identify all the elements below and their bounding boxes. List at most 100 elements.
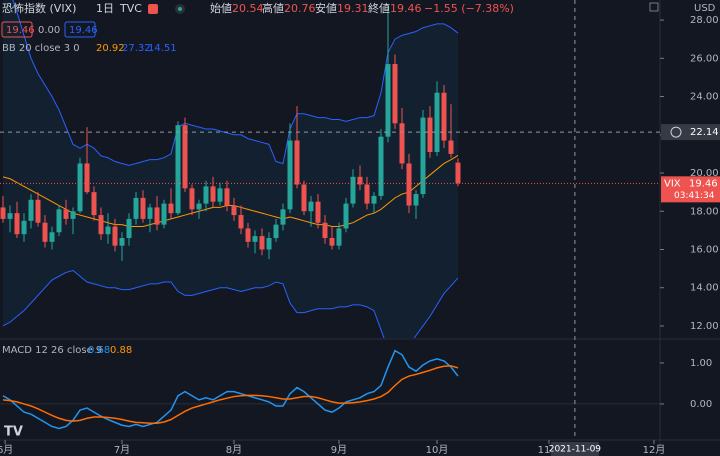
y-tick-label: 26.00 bbox=[690, 53, 719, 64]
buy-price[interactable]: 19.46 bbox=[69, 25, 98, 36]
macd-y-tick-label: 0.00 bbox=[690, 399, 712, 410]
bb-basis-value: 20.92 bbox=[96, 43, 125, 54]
close-value: 19.46 bbox=[390, 2, 422, 15]
candle-body bbox=[350, 176, 356, 204]
low-value: 19.31 bbox=[337, 2, 369, 15]
candle-body bbox=[392, 64, 398, 124]
x-tick-label: 9月 bbox=[331, 444, 347, 456]
interval[interactable]: 1日 bbox=[96, 2, 114, 15]
band-fill bbox=[3, 0, 458, 338]
candle-body bbox=[448, 140, 454, 154]
candle-body bbox=[336, 228, 342, 246]
candle-body bbox=[434, 92, 440, 152]
candle-body bbox=[357, 176, 363, 185]
buy-box[interactable] bbox=[64, 21, 96, 38]
macd-y-tick-label: 1.00 bbox=[690, 358, 712, 369]
y-tick-label: 14.00 bbox=[690, 283, 719, 294]
candle-body bbox=[420, 117, 426, 195]
macd-label: MACD 12 26 close 9 bbox=[2, 345, 102, 356]
candle-body bbox=[259, 236, 265, 250]
sell-box[interactable] bbox=[1, 21, 33, 38]
crosshair-x-box bbox=[550, 442, 599, 456]
currency[interactable]: USD bbox=[694, 3, 716, 14]
candle-body bbox=[413, 194, 419, 206]
bb-lower-value: 14.51 bbox=[148, 43, 177, 54]
crosshair-x-label: 2021-11-09 bbox=[549, 445, 602, 455]
candle-body bbox=[238, 215, 244, 229]
spread: 0.00 bbox=[38, 25, 60, 36]
y-tick-label: 24.00 bbox=[690, 92, 719, 103]
candle-body bbox=[105, 226, 111, 235]
y-tick-label: 28.00 bbox=[690, 15, 719, 26]
candle-body bbox=[175, 125, 181, 214]
logo: TV bbox=[4, 425, 23, 440]
market-dot bbox=[178, 7, 182, 11]
candle-body bbox=[371, 195, 377, 204]
candle-body bbox=[49, 232, 55, 242]
x-tick-label: 10月 bbox=[426, 444, 449, 456]
candle-body bbox=[252, 236, 258, 242]
macd-pane bbox=[0, 349, 660, 430]
candle-body bbox=[196, 203, 202, 210]
candle-body bbox=[210, 186, 216, 202]
sell-price[interactable]: 19.46 bbox=[6, 25, 35, 36]
candle-body bbox=[63, 209, 69, 219]
candle-body bbox=[119, 238, 125, 246]
x-tick-label: 6月 bbox=[0, 444, 13, 456]
candle-body bbox=[385, 64, 391, 137]
bb-lower bbox=[2, 269, 459, 338]
candle-body bbox=[406, 163, 412, 206]
candle-body bbox=[301, 184, 307, 212]
last-price-label: 19.46 bbox=[689, 178, 718, 189]
candle-body bbox=[273, 224, 279, 239]
bb-upper-value: 27.32 bbox=[122, 43, 151, 54]
y-tick-label: 20.00 bbox=[690, 168, 719, 179]
bb-upper bbox=[12, 0, 459, 166]
candle-body bbox=[441, 92, 447, 141]
candle-body bbox=[231, 205, 237, 216]
candle-body bbox=[364, 184, 370, 204]
candle-body bbox=[0, 207, 6, 219]
candle-body bbox=[7, 213, 13, 219]
candle-body bbox=[91, 192, 97, 216]
bb-basis bbox=[2, 154, 459, 228]
x-tick-label: 7月 bbox=[114, 444, 130, 456]
candle-body bbox=[21, 220, 27, 235]
candle-body bbox=[224, 188, 230, 206]
candle-body bbox=[399, 123, 405, 164]
crosshair-y-box bbox=[661, 124, 720, 141]
candle-body bbox=[189, 188, 195, 210]
candle-body bbox=[294, 140, 300, 185]
y-tick-label: 16.00 bbox=[690, 244, 719, 255]
candle-body bbox=[77, 163, 83, 212]
settings-icon[interactable] bbox=[649, 2, 659, 12]
candle-body bbox=[98, 215, 104, 235]
candle-body bbox=[427, 117, 433, 152]
candle-body bbox=[245, 228, 251, 242]
high-label: 高値 bbox=[262, 1, 284, 15]
change: −1.55 (−7.38%) bbox=[424, 2, 514, 15]
candle-body bbox=[84, 163, 90, 193]
candle-body bbox=[140, 197, 146, 219]
candle-body bbox=[147, 207, 153, 219]
candle-body bbox=[217, 188, 223, 202]
add-alert-icon[interactable] bbox=[670, 126, 682, 138]
open-value: 20.54 bbox=[232, 2, 264, 15]
x-tick-label: 12月 bbox=[643, 444, 666, 456]
candle-body bbox=[280, 209, 286, 225]
candle-body bbox=[126, 218, 132, 239]
macd-value: 0.68 bbox=[88, 345, 110, 356]
candle-body bbox=[161, 203, 167, 225]
candle-body bbox=[266, 238, 272, 250]
candle-body bbox=[28, 199, 34, 221]
candle-body bbox=[133, 197, 139, 219]
candle-body bbox=[378, 136, 384, 196]
candle-body bbox=[203, 186, 209, 204]
symbol: 恐怖指数 (VIX) bbox=[2, 1, 76, 15]
symbol-label: VIX bbox=[664, 178, 681, 189]
last-price-box bbox=[661, 176, 720, 203]
candle-body bbox=[182, 125, 188, 189]
candle-body bbox=[35, 199, 41, 223]
